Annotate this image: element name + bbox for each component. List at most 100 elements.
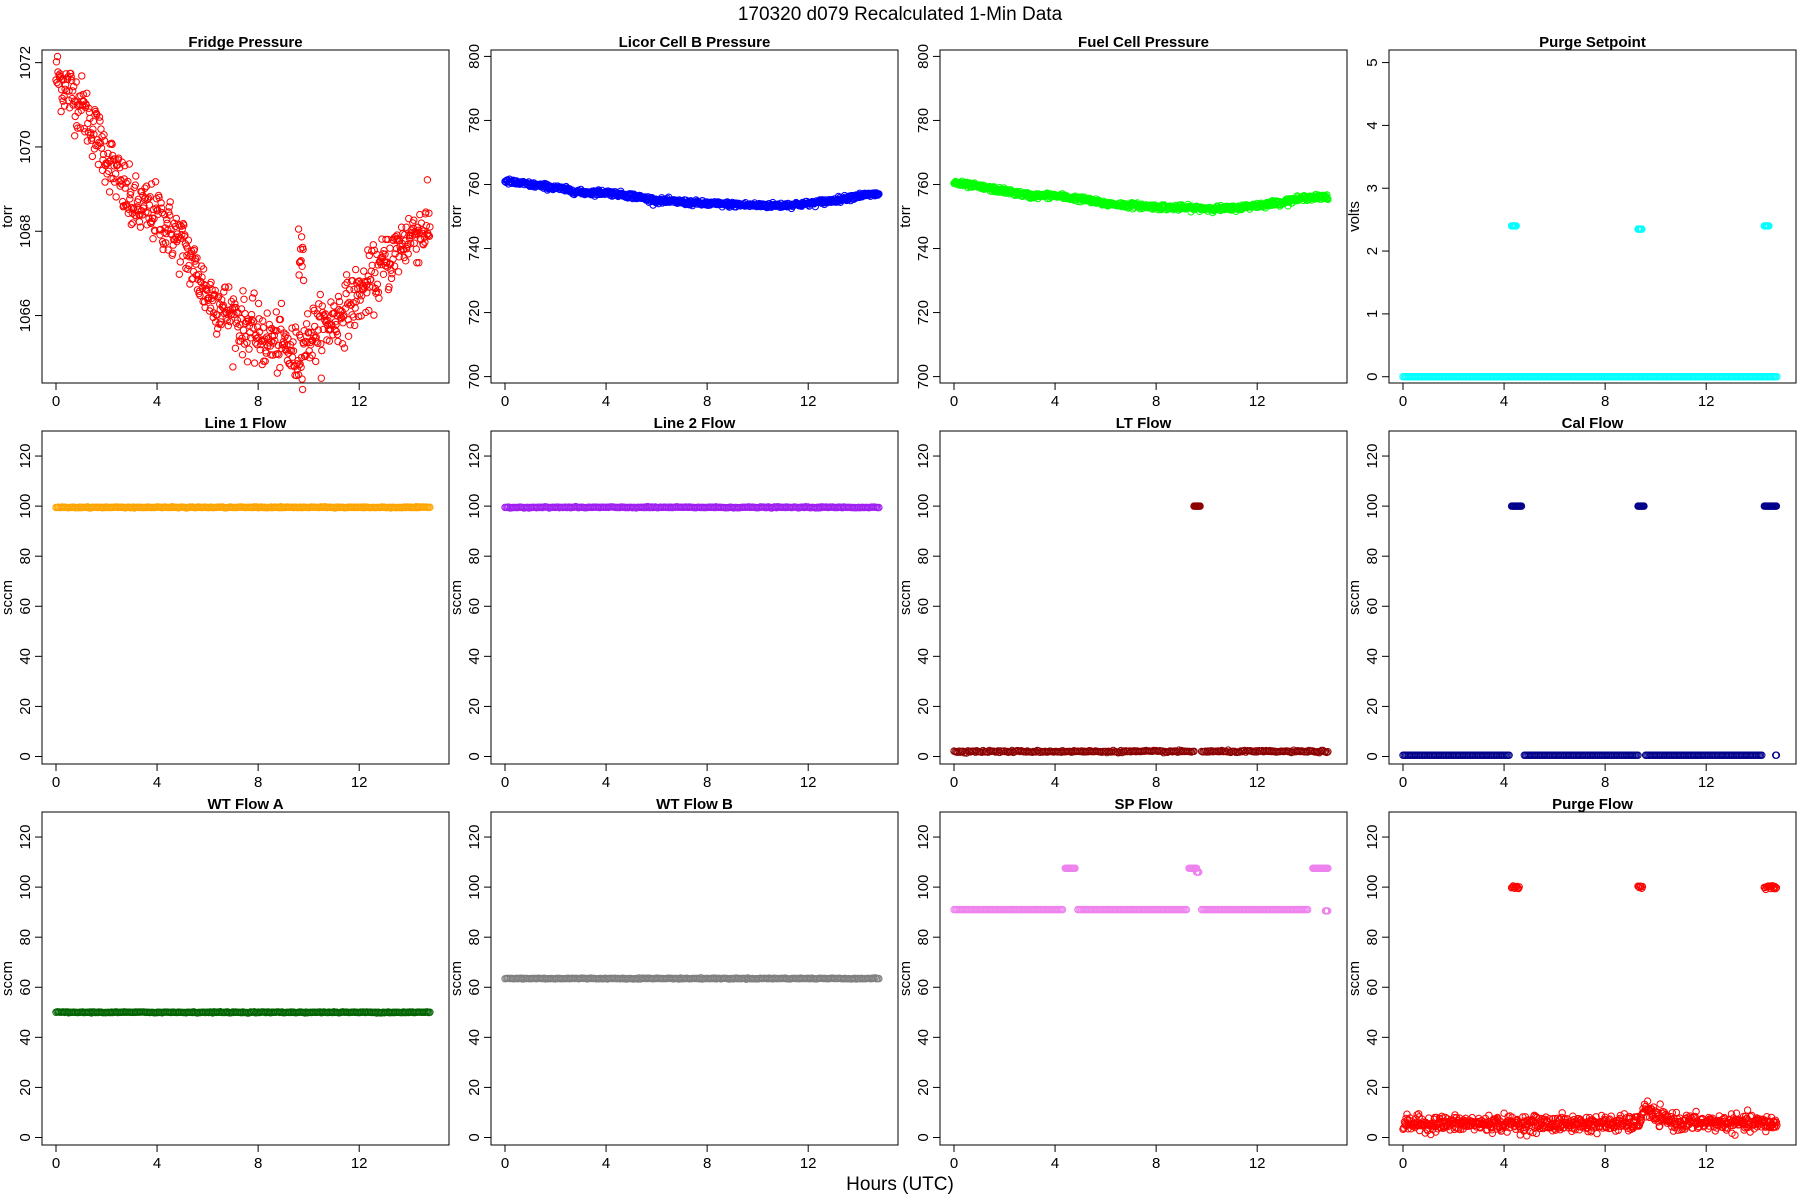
y-tick-label: 80 (17, 548, 34, 565)
y-tick-label: 0 (1364, 1133, 1381, 1141)
data-point (370, 311, 378, 319)
data-point (416, 210, 424, 219)
data-point (180, 221, 188, 229)
y-tick-label: 0 (17, 1133, 34, 1141)
data-point (124, 177, 132, 186)
data-point (94, 142, 102, 150)
data-point (342, 289, 350, 298)
data-point (367, 275, 375, 284)
data-point (165, 208, 173, 216)
y-tick-label: 80 (1364, 548, 1381, 565)
data-point (144, 194, 153, 202)
data-point (227, 311, 235, 319)
data-point (136, 211, 144, 219)
data-point (405, 214, 413, 223)
x-tick-label: 8 (703, 393, 711, 410)
data-point (289, 338, 297, 346)
data-point (421, 238, 429, 246)
data-point (149, 235, 157, 243)
data-point (65, 87, 73, 95)
y-tick-label: 100 (1364, 494, 1381, 519)
data-point (341, 304, 350, 312)
data-series (501, 175, 883, 213)
x-tick-label: 4 (1051, 393, 1059, 410)
data-point (1324, 195, 1332, 204)
y-axis-label: sccm (897, 961, 914, 996)
data-point (302, 320, 311, 328)
data-point (313, 338, 321, 346)
data-point (386, 244, 394, 252)
x-tick-label: 0 (501, 393, 509, 410)
data-point (150, 214, 158, 223)
y-tick-label: 100 (466, 494, 483, 519)
x-tick-label: 8 (1601, 393, 1609, 410)
x-tick-label: 4 (1051, 1155, 1059, 1172)
data-point (318, 346, 326, 355)
data-point (404, 250, 412, 258)
data-point (185, 261, 193, 270)
data-point (295, 271, 303, 279)
data-point (368, 261, 376, 269)
data-point (232, 319, 241, 327)
data-point (213, 330, 221, 338)
data-point (271, 337, 279, 345)
x-tick-label: 8 (1601, 1155, 1609, 1172)
data-point (314, 326, 322, 334)
data-point (78, 72, 86, 80)
y-tick-label: 0 (915, 752, 932, 760)
x-tick-label: 12 (800, 774, 817, 791)
data-series (1399, 502, 1781, 759)
data-point (144, 209, 152, 217)
data-point (422, 222, 431, 230)
plot-frame (939, 430, 1348, 765)
data-point (93, 110, 101, 119)
data-point (176, 221, 184, 229)
data-point (370, 246, 379, 255)
y-tick-label: 80 (915, 548, 932, 565)
y-tick-label: 100 (1364, 875, 1381, 900)
data-point (157, 204, 166, 212)
y-tick-label: 120 (466, 825, 483, 850)
x-tick-label: 8 (1152, 1155, 1160, 1172)
data-series (950, 177, 1332, 217)
data-point (324, 316, 332, 325)
data-point (122, 179, 130, 187)
data-point (253, 323, 262, 331)
data-point (338, 340, 347, 348)
data-point (250, 359, 259, 367)
data-point (295, 361, 303, 369)
data-point (53, 52, 62, 61)
data-point (59, 97, 67, 105)
y-tick-label: 4 (1364, 121, 1381, 129)
data-point (190, 245, 199, 253)
y-tick-label: 0 (17, 752, 34, 760)
y-tick-label: 740 (915, 236, 932, 261)
data-point (98, 133, 106, 141)
data-point (276, 315, 285, 324)
x-tick-label: 0 (1399, 1155, 1407, 1172)
x-tick-label: 8 (703, 774, 711, 791)
data-series (1399, 222, 1781, 381)
x-tick-label: 12 (1698, 393, 1715, 410)
x-tick-label: 12 (351, 1155, 368, 1172)
data-point (97, 125, 105, 133)
data-point (79, 90, 88, 99)
plot-frame (939, 811, 1348, 1146)
data-point (288, 324, 296, 332)
data-series (501, 974, 883, 983)
y-tick-label: 120 (1364, 825, 1381, 850)
data-point (414, 223, 422, 232)
data-point (343, 300, 352, 308)
data-point (394, 268, 403, 276)
data-point (296, 360, 304, 368)
x-tick-label: 8 (1152, 774, 1160, 791)
y-tick-label: 60 (1364, 598, 1381, 615)
data-point (90, 130, 98, 139)
data-point (55, 74, 64, 82)
data-point (308, 351, 316, 359)
data-series (501, 502, 883, 512)
data-point (166, 211, 174, 219)
data-point (237, 305, 246, 313)
data-point (381, 250, 389, 258)
